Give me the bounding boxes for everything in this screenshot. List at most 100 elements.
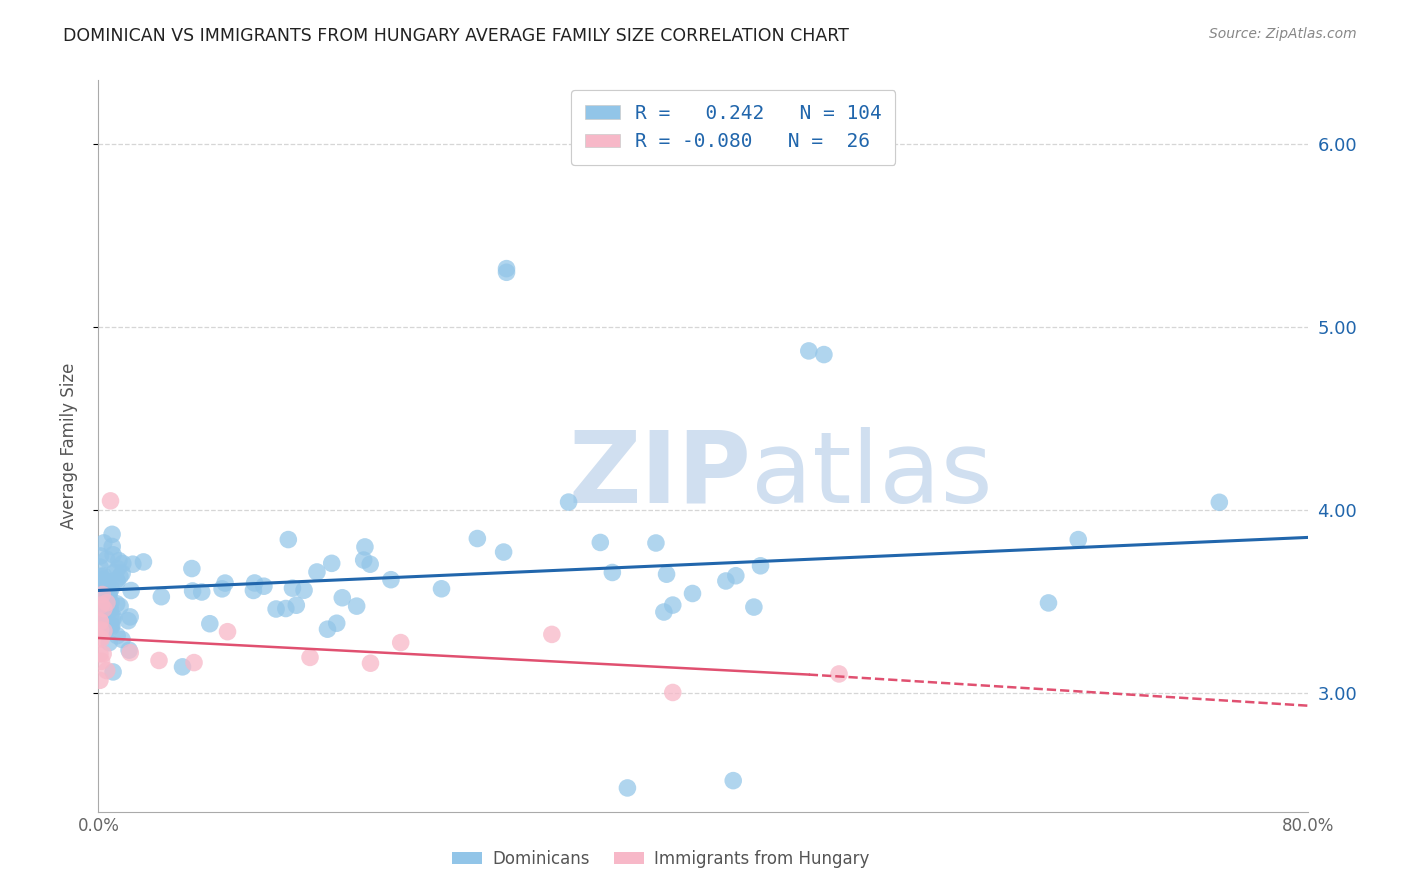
- Point: [495, 265, 517, 279]
- Point: [101, 548, 124, 562]
- Point: [253, 579, 276, 593]
- Point: [93, 569, 115, 583]
- Text: ZIP: ZIP: [568, 426, 751, 524]
- Point: [100, 620, 122, 634]
- Legend: Dominicans, Immigrants from Hungary: Dominicans, Immigrants from Hungary: [446, 844, 876, 875]
- Point: [661, 685, 683, 699]
- Point: [97, 574, 120, 589]
- Point: [98, 618, 121, 632]
- Point: [100, 582, 122, 596]
- Point: [321, 557, 343, 571]
- Point: [105, 597, 128, 611]
- Legend: R =   0.242   N = 104, R = -0.080   N =  26: R = 0.242 N = 104, R = -0.080 N = 26: [571, 90, 896, 165]
- Point: [96, 601, 118, 615]
- Point: [467, 532, 489, 546]
- Point: [264, 602, 287, 616]
- Point: [495, 261, 517, 276]
- Point: [180, 561, 202, 575]
- Point: [557, 495, 579, 509]
- Point: [97, 587, 120, 601]
- Point: [105, 629, 128, 643]
- Point: [90, 654, 112, 668]
- Point: [107, 562, 129, 576]
- Point: [90, 569, 112, 583]
- Point: [118, 643, 141, 657]
- Point: [492, 545, 515, 559]
- Point: [330, 591, 353, 605]
- Point: [103, 566, 125, 580]
- Point: [813, 348, 835, 362]
- Point: [96, 552, 118, 566]
- Point: [380, 573, 402, 587]
- Point: [121, 557, 143, 571]
- Point: [93, 536, 115, 550]
- Point: [90, 632, 112, 646]
- Point: [1038, 596, 1060, 610]
- Point: [181, 584, 204, 599]
- Point: [100, 595, 122, 609]
- Point: [150, 590, 173, 604]
- Point: [98, 586, 121, 600]
- Point: [1067, 533, 1090, 547]
- Point: [325, 616, 347, 631]
- Point: [89, 614, 111, 628]
- Point: [217, 624, 239, 639]
- Point: [93, 582, 115, 596]
- Point: [1208, 495, 1230, 509]
- Text: atlas: atlas: [751, 426, 993, 524]
- Point: [292, 583, 315, 598]
- Point: [742, 600, 765, 615]
- Point: [108, 569, 131, 583]
- Point: [211, 582, 233, 596]
- Point: [652, 605, 675, 619]
- Point: [93, 573, 115, 587]
- Point: [89, 560, 111, 574]
- Point: [101, 540, 124, 554]
- Point: [724, 568, 747, 582]
- Point: [111, 557, 134, 571]
- Point: [100, 618, 122, 632]
- Point: [305, 565, 328, 579]
- Point: [111, 566, 134, 581]
- Point: [828, 667, 851, 681]
- Point: [132, 555, 155, 569]
- Point: [89, 589, 111, 603]
- Point: [242, 583, 264, 598]
- Point: [96, 596, 118, 610]
- Point: [120, 583, 142, 598]
- Point: [91, 588, 114, 602]
- Point: [89, 647, 111, 661]
- Point: [101, 611, 124, 625]
- Text: Source: ZipAtlas.com: Source: ZipAtlas.com: [1209, 27, 1357, 41]
- Point: [198, 616, 221, 631]
- Point: [655, 567, 678, 582]
- Point: [243, 576, 266, 591]
- Point: [89, 631, 111, 645]
- Point: [117, 614, 139, 628]
- Point: [682, 586, 704, 600]
- Point: [602, 566, 624, 580]
- Point: [93, 624, 115, 638]
- Point: [94, 599, 117, 614]
- Point: [589, 535, 612, 549]
- Point: [90, 598, 112, 612]
- Point: [101, 527, 124, 541]
- Point: [96, 664, 118, 678]
- Point: [148, 653, 170, 667]
- Point: [389, 635, 412, 649]
- Point: [93, 613, 115, 627]
- Point: [359, 558, 381, 572]
- Point: [714, 574, 737, 588]
- Point: [100, 494, 122, 508]
- Point: [430, 582, 453, 596]
- Point: [616, 780, 638, 795]
- Point: [540, 627, 562, 641]
- Point: [108, 599, 131, 614]
- Point: [661, 598, 683, 612]
- Point: [105, 574, 128, 589]
- Point: [93, 606, 115, 620]
- Point: [90, 623, 112, 637]
- Point: [749, 558, 772, 573]
- Point: [111, 632, 134, 647]
- Point: [172, 660, 194, 674]
